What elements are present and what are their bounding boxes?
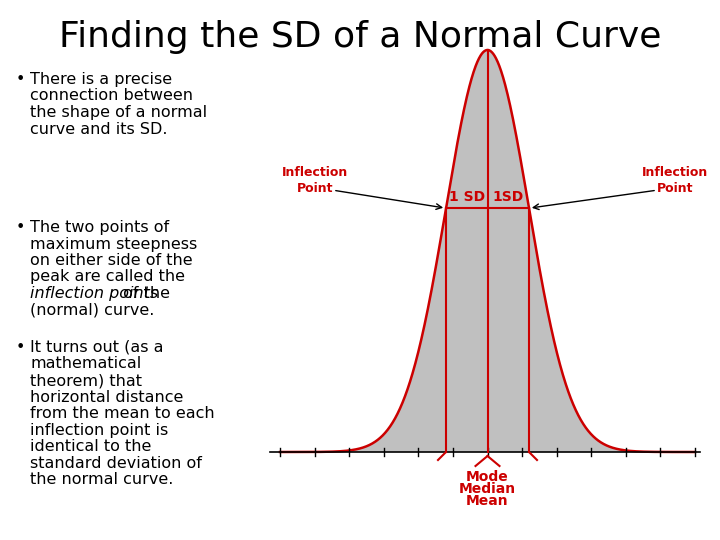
Text: inflection point is: inflection point is: [30, 422, 168, 437]
Text: •: •: [16, 72, 25, 87]
Text: the shape of a normal: the shape of a normal: [30, 105, 207, 120]
Text: theorem) that: theorem) that: [30, 373, 142, 388]
Text: 1SD: 1SD: [492, 190, 524, 204]
Text: identical to the: identical to the: [30, 439, 151, 454]
Text: Inflection
Point: Inflection Point: [642, 166, 708, 195]
Text: horizontal distance: horizontal distance: [30, 389, 184, 404]
Text: It turns out (as a: It turns out (as a: [30, 340, 163, 355]
Text: standard deviation of: standard deviation of: [30, 456, 202, 470]
Text: the normal curve.: the normal curve.: [30, 472, 174, 487]
Text: inflection points: inflection points: [30, 286, 158, 301]
Text: on either side of the: on either side of the: [30, 253, 193, 268]
Text: The two points of: The two points of: [30, 220, 169, 235]
Text: maximum steepness: maximum steepness: [30, 237, 197, 252]
Text: Mode: Mode: [466, 470, 509, 484]
Text: Inflection
Point: Inflection Point: [282, 166, 348, 195]
Text: connection between: connection between: [30, 89, 193, 104]
Text: Mean: Mean: [466, 494, 509, 508]
Text: •: •: [16, 220, 25, 235]
Text: Finding the SD of a Normal Curve: Finding the SD of a Normal Curve: [59, 20, 661, 54]
Polygon shape: [280, 50, 695, 452]
Text: from the mean to each: from the mean to each: [30, 406, 215, 421]
Text: •: •: [16, 340, 25, 355]
Text: of the: of the: [118, 286, 170, 301]
Text: curve and its SD.: curve and its SD.: [30, 122, 168, 137]
Text: Median: Median: [459, 482, 516, 496]
Text: mathematical: mathematical: [30, 356, 141, 372]
Text: (normal) curve.: (normal) curve.: [30, 302, 154, 318]
Text: peak are called the: peak are called the: [30, 269, 185, 285]
Text: 1 SD: 1 SD: [449, 190, 485, 204]
Text: There is a precise: There is a precise: [30, 72, 172, 87]
